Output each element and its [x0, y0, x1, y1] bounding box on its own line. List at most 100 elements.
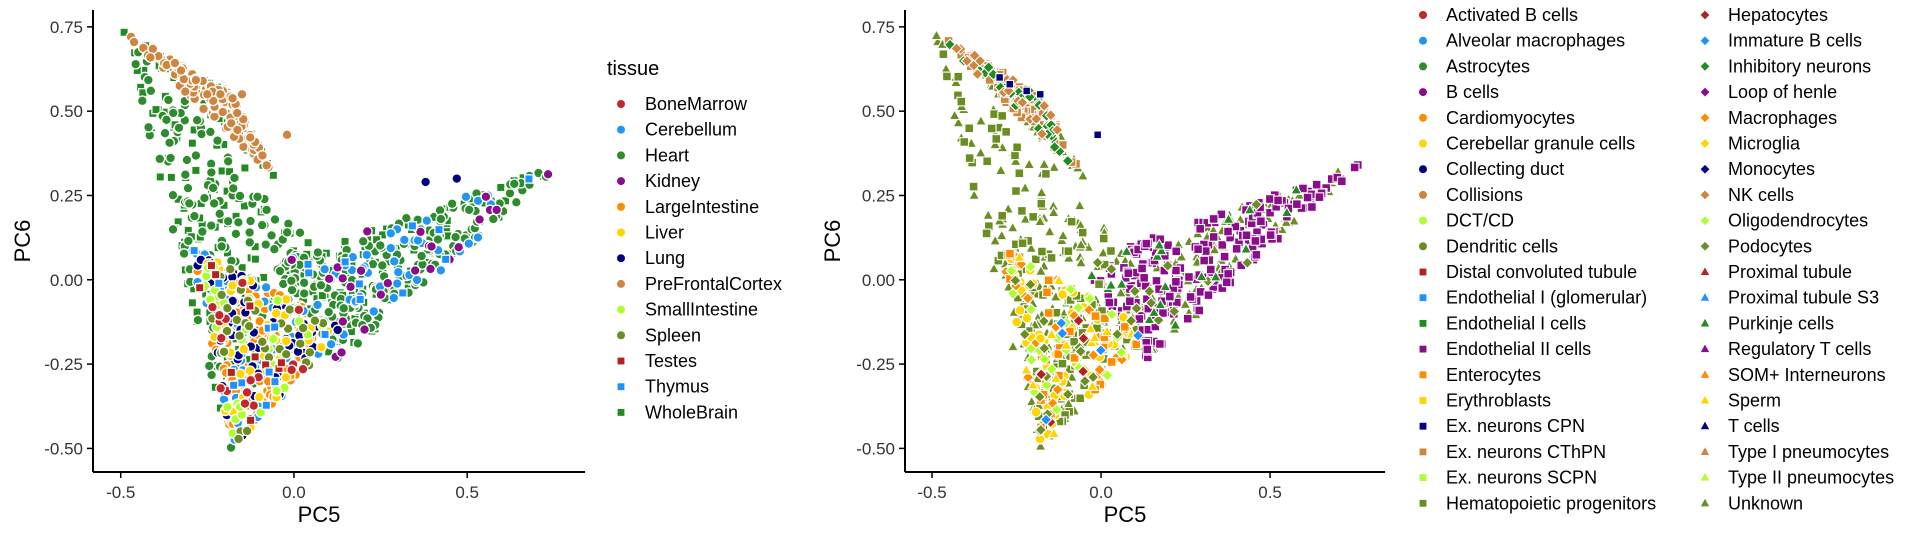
- data-point: [285, 275, 297, 287]
- data-point: [421, 215, 433, 227]
- data-point: [236, 88, 248, 100]
- legend-key: [1419, 397, 1427, 404]
- data-point: [1047, 205, 1060, 218]
- legend-key: [1419, 448, 1427, 456]
- legend-label: Immature B cells: [1728, 31, 1862, 51]
- data-point: [376, 259, 388, 271]
- data-point: [968, 49, 981, 62]
- data-point: [1024, 303, 1038, 316]
- legend-key: [1700, 447, 1710, 455]
- legend-label: Cerebellum: [645, 120, 737, 140]
- data-point: [359, 324, 370, 336]
- data-point: [196, 226, 208, 238]
- data-point: [1100, 324, 1114, 337]
- legend-key: [1419, 88, 1427, 97]
- data-point: [182, 235, 194, 247]
- data-point: [1137, 263, 1147, 274]
- data-point: [995, 228, 1008, 241]
- data-point: [210, 269, 221, 280]
- legend-label: Ex. neurons CPN: [1446, 416, 1585, 436]
- data-point: [1074, 238, 1088, 250]
- legend-key: [617, 100, 625, 108]
- data-point: [1075, 393, 1086, 404]
- data-point: [234, 330, 246, 342]
- data-point: [284, 304, 296, 315]
- data-point: [942, 71, 952, 82]
- data-point: [298, 288, 310, 299]
- data-point: [1209, 270, 1222, 282]
- data-point: [1182, 313, 1193, 324]
- legend-label: Enterocytes: [1446, 365, 1541, 385]
- legend-label: Thymus: [645, 377, 709, 397]
- data-point: [268, 243, 280, 255]
- legend-label: Liver: [645, 223, 684, 243]
- data-point: [267, 333, 279, 345]
- y-axis-title: PC6: [820, 220, 845, 263]
- data-point: [388, 255, 400, 267]
- legend-label: Monocytes: [1728, 159, 1815, 179]
- legend-key: [617, 305, 625, 314]
- data-point: [1066, 216, 1077, 227]
- data-point: [1014, 305, 1026, 316]
- legend-key: [1419, 113, 1427, 122]
- legend-label: Lung: [645, 248, 685, 268]
- data-point: [332, 261, 344, 273]
- data-point: [1106, 357, 1117, 367]
- data-point: [416, 250, 428, 262]
- data-point: [952, 116, 965, 128]
- x-axis-title: PC5: [1104, 502, 1147, 527]
- data-point: [207, 182, 219, 194]
- data-point: [1021, 292, 1035, 305]
- cell-type-scatter-points: [930, 28, 1363, 451]
- legend-key: [1419, 294, 1427, 302]
- data-point: [1130, 302, 1143, 315]
- data-point: [1161, 259, 1175, 272]
- tissue-scatter-points: [119, 27, 554, 454]
- legend-label: Sperm: [1728, 391, 1781, 411]
- data-point: [938, 49, 949, 60]
- data-point: [266, 229, 278, 241]
- data-point: [1042, 287, 1052, 298]
- data-point: [1077, 227, 1088, 238]
- data-point: [216, 289, 228, 301]
- y-tick-label: 0.00: [862, 271, 895, 290]
- data-point: [1030, 112, 1043, 126]
- legend-key: [1700, 62, 1710, 71]
- legend-key: [1419, 36, 1427, 45]
- data-point: [207, 301, 218, 313]
- data-point: [981, 228, 992, 239]
- data-point: [997, 210, 1008, 221]
- data-point: [1037, 157, 1051, 169]
- data-point: [1142, 344, 1153, 355]
- data-point: [1022, 157, 1036, 170]
- legend-label: Heart: [645, 145, 689, 165]
- data-point: [1096, 246, 1110, 258]
- data-point: [953, 71, 964, 82]
- x-tick-label: 0.0: [282, 483, 306, 502]
- data-point: [391, 278, 403, 290]
- data-point: [272, 294, 284, 306]
- data-point: [385, 242, 397, 254]
- data-point: [1194, 305, 1205, 316]
- data-point: [1017, 206, 1027, 216]
- data-point: [1016, 96, 1029, 109]
- data-point: [340, 236, 350, 247]
- legend-key: [1700, 421, 1710, 430]
- data-point: [286, 254, 298, 266]
- data-point: [1251, 249, 1262, 260]
- data-point: [244, 236, 256, 248]
- legend-key: [617, 228, 625, 237]
- data-point: [231, 107, 243, 119]
- data-point: [1230, 221, 1241, 232]
- data-point: [1038, 352, 1051, 366]
- data-point: [1208, 232, 1219, 242]
- y-tick-label: 0.75: [862, 18, 895, 37]
- data-point: [1199, 255, 1210, 266]
- data-point: [1090, 311, 1101, 321]
- data-point: [182, 182, 194, 194]
- data-point: [1094, 343, 1108, 357]
- data-point: [1203, 290, 1214, 300]
- data-point: [1034, 439, 1047, 451]
- legend-key: [1700, 164, 1710, 174]
- data-point: [1171, 276, 1181, 287]
